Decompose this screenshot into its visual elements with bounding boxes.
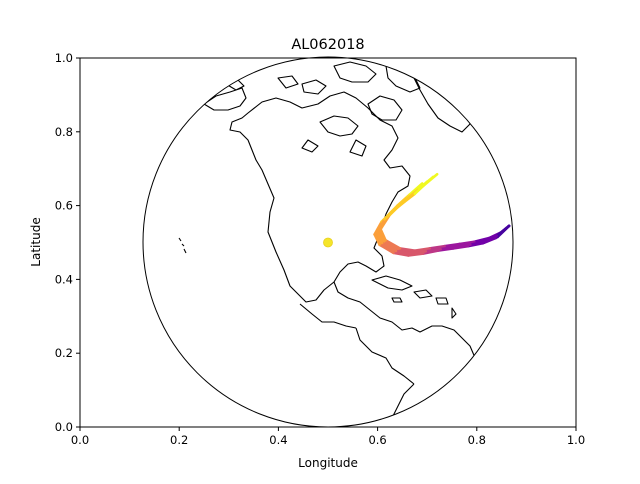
track-segment [483,234,498,243]
track-segment [398,247,417,252]
ensemble-track [375,178,511,255]
track-segment [397,192,417,208]
track-segment [469,240,487,247]
x-axis-ticks: 0.0 0.2 0.4 0.6 0.8 1.0 [71,427,585,447]
coastline-hawaii [178,237,187,254]
track-segment [473,236,491,244]
y-tick-label: 0.2 [55,346,73,360]
y-axis-ticks: 0.0 0.2 0.4 0.6 0.8 1.0 [55,51,80,434]
y-tick-label: 0.6 [55,199,73,213]
track-segment [454,243,472,249]
y-tick-label: 0.4 [55,272,73,286]
track-segment [409,250,428,255]
track-segment [407,252,425,257]
coastline-greenland [411,63,471,133]
x-tick-label: 0.2 [170,433,188,447]
ensemble-tracks [373,172,511,257]
track-segment [380,241,398,253]
x-axis-label: Longitude [298,456,358,470]
coastline-alaska [203,79,247,111]
chart-title: AL062018 [291,37,364,53]
x-tick-label: 0.0 [71,433,89,447]
track-segment [428,244,446,250]
track-segment [382,240,400,251]
markers-layer [323,237,333,248]
axes-frame [79,57,577,428]
coastline-caribbean [371,275,457,319]
ensemble-track [374,180,511,256]
track-segment [375,230,384,245]
track-segment [379,227,387,242]
track-segment [373,233,381,247]
x-tick-label: 1.0 [567,433,585,447]
y-axis-label: Latitude [29,217,43,266]
track-segment [383,205,400,221]
track-segment [443,242,461,248]
track-segment [495,224,511,238]
x-tick-label: 0.4 [269,433,287,447]
track-segment [439,245,457,251]
y-tick-label: 0.0 [55,420,73,434]
track-segment [384,238,402,250]
coastlines [178,61,477,427]
track-segment [375,217,386,234]
y-tick-label: 0.8 [55,125,73,139]
x-tick-label: 0.6 [368,433,386,447]
track-segment [377,229,386,243]
center-point-marker [323,237,333,248]
track-segment [413,178,431,196]
x-tick-label: 0.8 [468,433,486,447]
y-tick-label: 1.0 [55,51,73,65]
track-segment [458,240,476,246]
track-segment [413,247,431,252]
coastline-americas [229,91,477,427]
track-segment [394,249,413,255]
track-segment [392,251,410,257]
track-segment [424,247,442,253]
track-segment [378,243,395,255]
coastline-arctic-islands [277,61,421,157]
